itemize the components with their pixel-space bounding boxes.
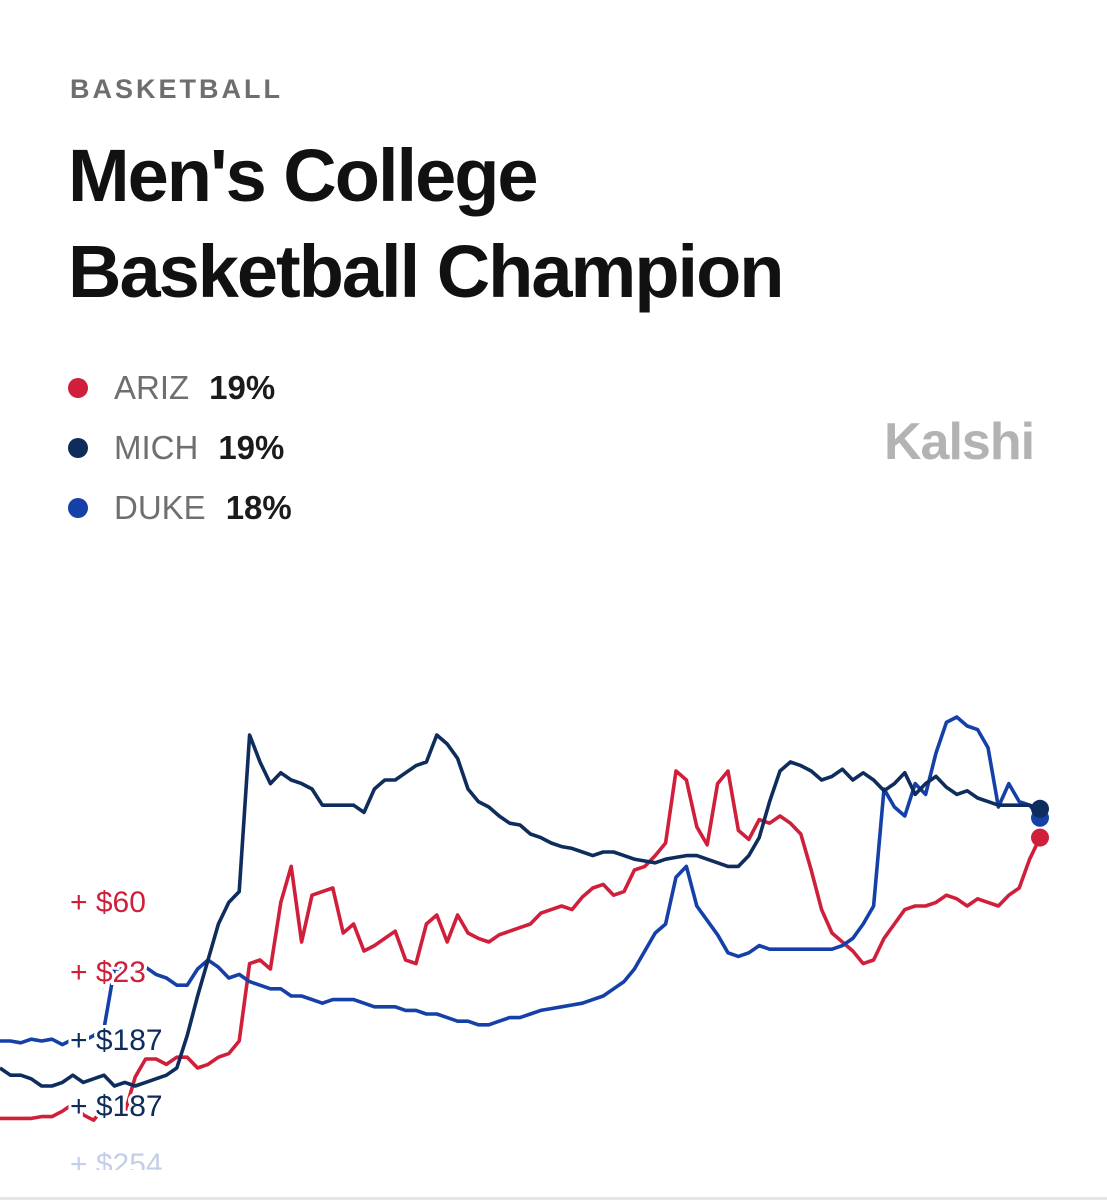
legend-item-mich[interactable]: MICH 19% — [68, 418, 292, 478]
payout-label: + $23 — [70, 956, 146, 989]
payout-label: + $187 — [70, 1024, 163, 1057]
legend-value: 19% — [218, 429, 285, 466]
divider — [0, 1197, 1107, 1200]
legend-value: 19% — [209, 369, 276, 406]
kalshi-logo: Kalshi — [884, 413, 1035, 471]
legend-item-duke[interactable]: DUKE 18% — [68, 478, 292, 538]
legend: ARIZ 19% MICH 19% DUKE 18% — [68, 358, 292, 538]
end-dots — [1031, 799, 1049, 847]
series-line-duke — [0, 715, 1042, 1047]
legend-dot-duke — [68, 498, 88, 518]
legend-name: ARIZ — [114, 369, 190, 406]
end-point-ariz — [1031, 828, 1049, 847]
payout-label: + $254 — [70, 1148, 163, 1170]
series-layer — [0, 715, 1042, 1122]
payout-label: + $60 — [70, 886, 146, 919]
category-label: BASKETBALL — [70, 74, 283, 104]
payout-labels: + $60 + $23 + $187 + $187 + $254 — [67, 883, 166, 1170]
legend-name: MICH — [114, 429, 199, 466]
page-title: Men's College Basketball Champion — [68, 134, 785, 313]
legend-item-ariz[interactable]: ARIZ 19% — [68, 358, 292, 418]
legend-value: 18% — [225, 489, 292, 526]
payout-label: + $187 — [70, 1090, 163, 1123]
legend-dot-ariz — [68, 378, 88, 398]
end-point-mich — [1031, 799, 1049, 818]
legend-dot-mich — [68, 438, 88, 458]
series-line-mich — [0, 733, 1041, 1088]
price-chart: + $60 + $23 + $187 + $187 + $254 — [0, 715, 1049, 1170]
legend-name: DUKE — [114, 489, 206, 526]
series-line-ariz — [0, 769, 1042, 1122]
